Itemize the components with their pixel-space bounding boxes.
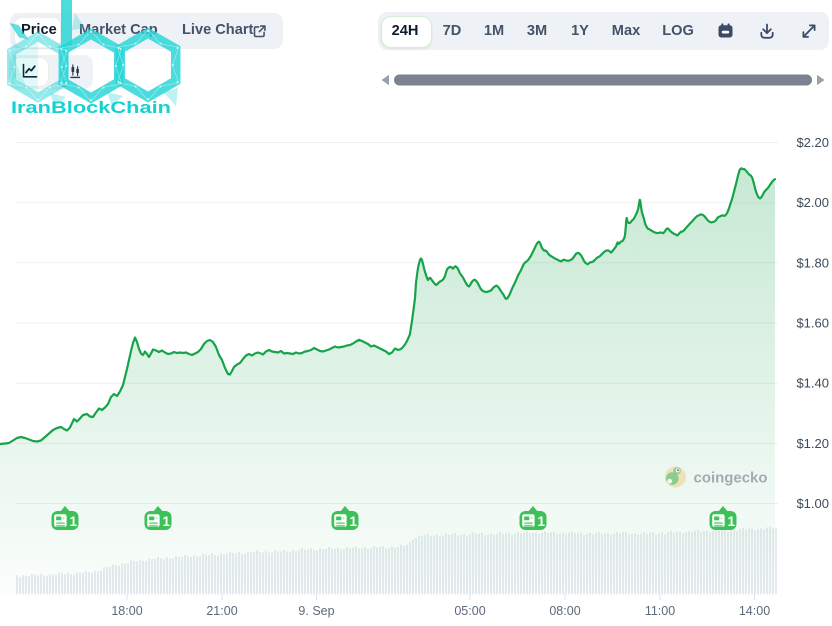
svg-text:14:00: 14:00 — [739, 604, 770, 618]
svg-text:05:00: 05:00 — [454, 604, 485, 618]
svg-text:1: 1 — [163, 514, 171, 529]
svg-text:1: 1 — [70, 514, 78, 529]
svg-text:1: 1 — [350, 514, 358, 529]
svg-text:$1.60: $1.60 — [796, 316, 829, 331]
svg-text:9. Sep: 9. Sep — [298, 604, 334, 618]
svg-text:$1.20: $1.20 — [796, 436, 829, 451]
svg-text:21:00: 21:00 — [206, 604, 237, 618]
svg-text:1: 1 — [538, 514, 546, 529]
svg-text:08:00: 08:00 — [549, 604, 580, 618]
svg-text:$2.20: $2.20 — [796, 135, 829, 150]
svg-text:$1.00: $1.00 — [796, 496, 829, 511]
svg-text:18:00: 18:00 — [111, 604, 142, 618]
svg-text:1: 1 — [728, 514, 736, 529]
svg-text:$1.40: $1.40 — [796, 376, 829, 391]
svg-text:coingecko: coingecko — [694, 470, 768, 487]
svg-text:11:00: 11:00 — [645, 604, 675, 618]
svg-text:IranBlockChain: IranBlockChain — [11, 98, 171, 117]
svg-text:$2.00: $2.00 — [796, 195, 829, 210]
svg-text:$1.80: $1.80 — [796, 255, 829, 270]
